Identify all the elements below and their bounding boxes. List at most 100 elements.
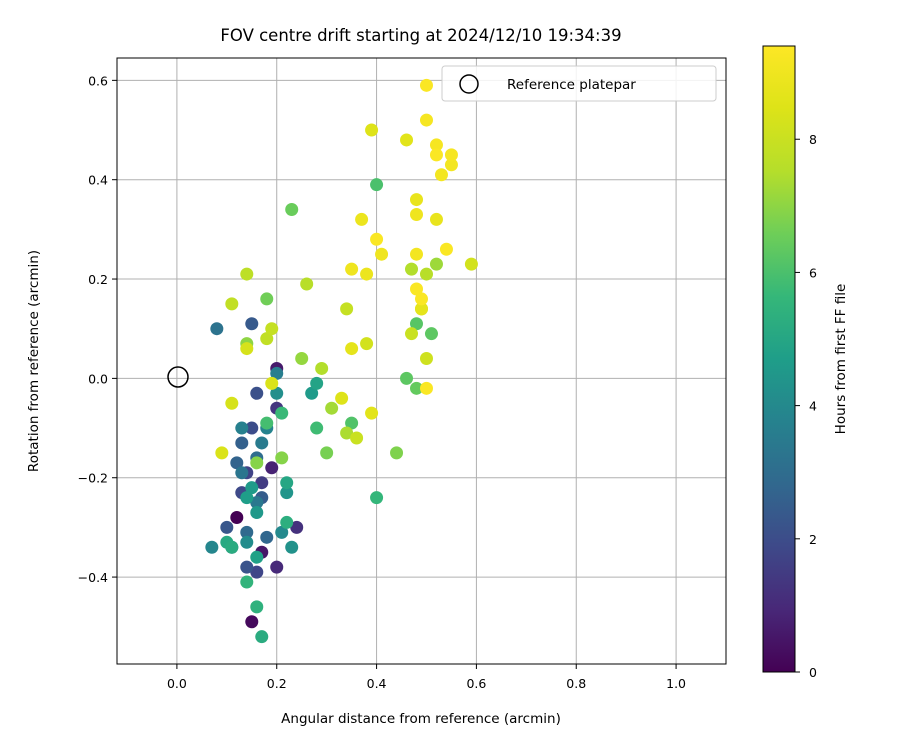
data-point: [340, 426, 354, 440]
data-point: [345, 416, 359, 430]
reference-platepar-marker: [167, 366, 189, 388]
data-point: [365, 123, 379, 137]
y-tick-label: 0.6: [88, 73, 108, 88]
data-point: [355, 212, 369, 226]
data-point: [419, 352, 433, 366]
data-point: [345, 262, 359, 276]
y-tick-label: −0.2: [78, 471, 108, 486]
data-point: [255, 476, 269, 490]
data-point: [220, 520, 234, 534]
data-point: [265, 376, 279, 390]
data-point: [250, 506, 264, 519]
data-point: [419, 78, 433, 92]
data-point: [240, 342, 254, 356]
data-point: [225, 396, 239, 410]
legend-marker-icon: [459, 74, 479, 94]
x-tick-label: 0.4: [367, 676, 387, 691]
y-tick-label: 0.4: [88, 173, 108, 188]
data-point: [370, 491, 384, 505]
data-point: [400, 133, 414, 147]
x-tick-label: 0.8: [566, 676, 586, 691]
data-point: [390, 446, 404, 460]
data-point: [285, 203, 299, 216]
data-point: [260, 416, 274, 430]
legend-box: [441, 65, 717, 102]
data-point: [360, 267, 374, 281]
data-point: [464, 257, 478, 271]
grid-lines: [117, 58, 726, 664]
data-point: [350, 431, 364, 445]
data-point: [439, 242, 453, 256]
colorbar-tick-label: 0: [809, 665, 817, 680]
data-point: [260, 332, 274, 346]
data-point: [444, 158, 458, 172]
data-point: [434, 168, 448, 182]
data-point: [275, 525, 289, 539]
data-point: [275, 451, 289, 465]
data-point: [285, 540, 299, 554]
colorbar: [762, 45, 796, 673]
data-point: [280, 515, 294, 529]
data-point: [365, 406, 379, 420]
legend-entry: Reference platepar: [507, 77, 636, 93]
scatter-points: [205, 78, 478, 644]
data-point: [225, 297, 239, 311]
data-point: [245, 481, 259, 495]
data-point: [275, 406, 289, 420]
data-point: [230, 510, 244, 524]
data-point: [429, 148, 443, 162]
data-point: [370, 178, 384, 192]
y-tick-label: 0.2: [88, 272, 108, 287]
data-point: [345, 342, 359, 356]
x-tick-label: 0.0: [167, 676, 187, 691]
data-point: [315, 361, 329, 375]
data-point: [260, 292, 274, 306]
data-point: [424, 327, 438, 341]
y-tick-label: −0.4: [78, 570, 108, 585]
x-tick-label: 0.6: [466, 676, 486, 691]
data-point: [429, 212, 443, 226]
data-point: [255, 630, 269, 644]
y-axis-label: Rotation from reference (arcmin): [26, 250, 42, 472]
data-point: [310, 376, 324, 390]
y-tick-label: 0.0: [88, 371, 108, 386]
data-point: [250, 456, 264, 470]
data-point: [300, 277, 314, 291]
data-point: [210, 322, 224, 336]
y-axis-ticks: −0.4 −0.2 0.0 0.2 0.4 0.6: [78, 73, 117, 585]
data-point: [270, 366, 284, 380]
x-axis-label: Angular distance from reference (arcmin): [281, 711, 561, 727]
colorbar-label: Hours from first FF file: [833, 284, 849, 435]
data-point: [419, 267, 433, 281]
data-point: [215, 446, 229, 460]
data-point: [250, 496, 264, 510]
data-point: [429, 257, 443, 271]
data-point: [410, 282, 424, 296]
data-point: [235, 436, 249, 450]
data-point: [405, 262, 419, 276]
data-point: [250, 565, 264, 579]
data-point: [250, 550, 264, 564]
data-point: [444, 148, 458, 162]
data-point: [240, 535, 254, 549]
data-point: [280, 476, 294, 490]
colorbar-tick-label: 8: [809, 132, 817, 147]
colorbar-tick-label: 6: [809, 265, 817, 280]
data-point: [419, 113, 433, 127]
data-point: [340, 302, 354, 316]
data-point: [240, 267, 254, 281]
data-point: [265, 322, 279, 336]
data-point: [245, 317, 259, 331]
colorbar-tick-label: 4: [809, 399, 817, 414]
data-point: [270, 386, 284, 400]
x-tick-label: 1.0: [666, 676, 686, 691]
data-point: [415, 292, 428, 306]
data-point: [410, 193, 424, 207]
data-point: [310, 421, 324, 435]
data-point: [235, 421, 249, 435]
data-point: [370, 232, 384, 246]
data-point: [280, 486, 294, 500]
data-point: [205, 540, 219, 554]
data-point: [405, 327, 419, 341]
data-point: [240, 525, 254, 539]
